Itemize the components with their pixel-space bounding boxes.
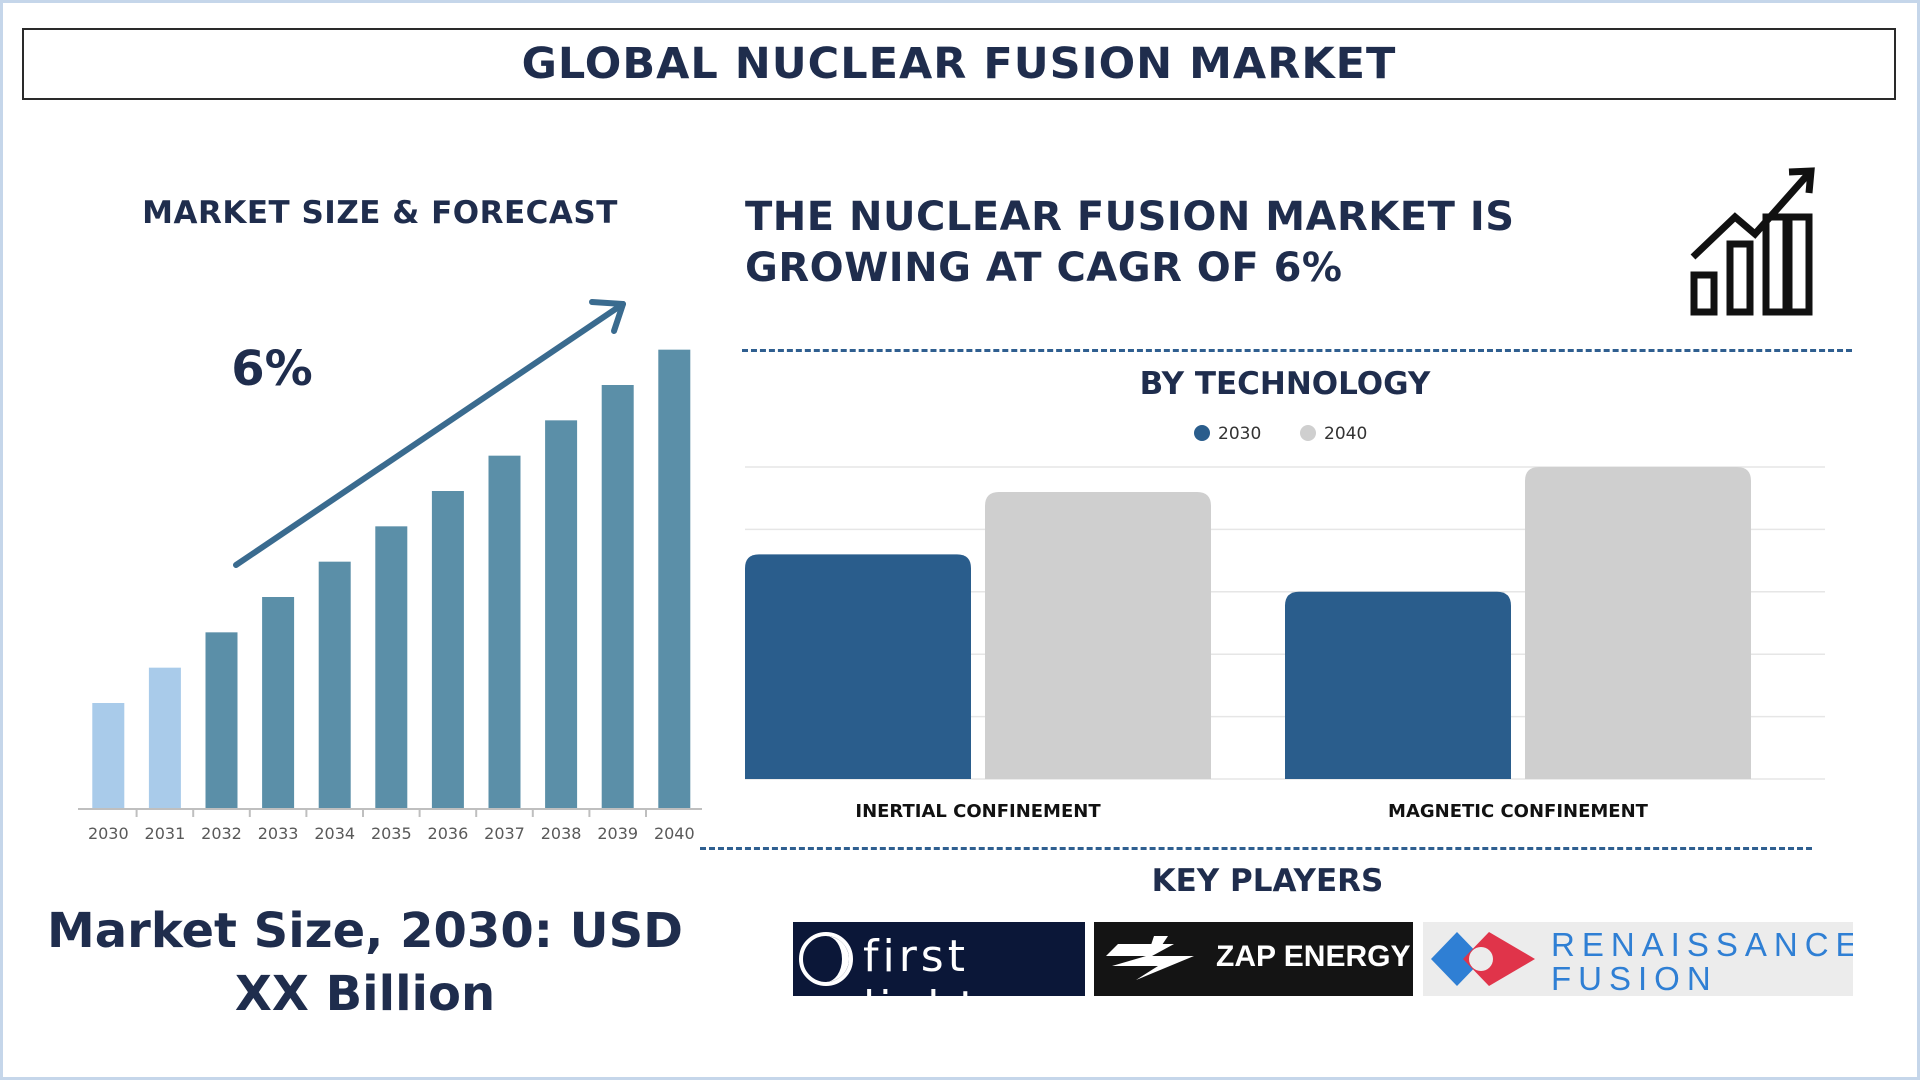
- renaissance-name-line2: FUSION: [1551, 960, 1718, 996]
- legend-marker-2040: [1300, 425, 1316, 441]
- divider-bottom: [700, 847, 1812, 850]
- forecast-tick-label-2037: 2037: [484, 824, 525, 843]
- forecast-bar-2040: [658, 349, 691, 809]
- legend-label-2030: 2030: [1218, 424, 1261, 444]
- legend-label-2040: 2040: [1324, 424, 1367, 444]
- market-size-line1: Market Size, 2030: USD: [46, 903, 684, 959]
- forecast-tick-label-2032: 2032: [201, 824, 242, 843]
- forecast-tick-label-2035: 2035: [371, 824, 412, 843]
- forecast-tick-label-2034: 2034: [314, 824, 355, 843]
- forecast-chart: 2030 2031 2032 2033 2034 2035 2036 2037 2038 2039…: [78, 299, 702, 843]
- zap-energy-name: ZAP ENERGY: [1216, 940, 1411, 973]
- forecast-tick-label-2040: 2040: [654, 824, 695, 843]
- cagr-line1: THE NUCLEAR FUSION MARKET IS: [745, 194, 1515, 240]
- cagr-line2: GROWING AT CAGR OF 6%: [745, 245, 1343, 291]
- market-size-text: Market Size, 2030: USD XX Billion: [40, 900, 690, 1026]
- legend-marker-2030: [1194, 425, 1210, 441]
- renaissance-fusion-mark: [1431, 932, 1535, 986]
- tech-category-label: MAGNETIC CONFINEMENT: [1388, 801, 1649, 822]
- forecast-bar-2033: [262, 597, 295, 809]
- forecast-tick-label-2031: 2031: [145, 824, 186, 843]
- forecast-tick-label-2039: 2039: [597, 824, 638, 843]
- first-light-mark: [799, 932, 853, 986]
- forecast-tick-label-2030: 2030: [88, 824, 129, 843]
- first-light-name: first light: [863, 931, 977, 996]
- forecast-bar-2031: [148, 667, 181, 809]
- forecast-bar-2030: [92, 703, 125, 809]
- forecast-bar-2035: [375, 526, 408, 809]
- forecast-heading: MARKET SIZE & FORECAST: [142, 195, 618, 231]
- technology-chart: 2030 2040 INERTIAL CONFINEMENT MAGNETIC CO…: [745, 424, 1825, 822]
- forecast-tick-label-2036: 2036: [428, 824, 469, 843]
- renaissance-fusion-logo: RENAISSANCE FUSION: [1423, 922, 1853, 996]
- forecast-bar-2032: [205, 632, 238, 809]
- growth-chart-icon: [1690, 167, 1815, 316]
- forecast-bar-2034: [318, 561, 351, 809]
- forecast-tick-label-2038: 2038: [541, 824, 582, 843]
- tech-category-label: INERTIAL CONFINEMENT: [855, 801, 1101, 822]
- forecast-bar-2038: [545, 420, 578, 809]
- forecast-cagr-label: 6%: [231, 341, 313, 397]
- growth-arrow-head: [589, 299, 626, 334]
- growth-arrow: [233, 301, 626, 568]
- cagr-headline: THE NUCLEAR FUSION MARKET IS GROWING AT …: [745, 192, 1645, 294]
- tech-bar-2040-inertial-confinement: [985, 491, 1211, 779]
- forecast-bar-2039: [601, 385, 634, 809]
- tech-bar-2030-inertial-confinement: [745, 554, 971, 779]
- first-light-logo: first light: [793, 922, 1085, 996]
- technology-heading: BY TECHNOLOGY: [1139, 366, 1431, 402]
- tech-bar-2030-magnetic-confinement: [1285, 591, 1511, 779]
- renaissance-name-line1: RENAISSANCE: [1551, 926, 1853, 963]
- title-box: GLOBAL NUCLEAR FUSION MARKET: [22, 28, 1896, 100]
- forecast-bar-2036: [431, 491, 464, 809]
- forecast-bar-2037: [488, 455, 521, 809]
- page-title: GLOBAL NUCLEAR FUSION MARKET: [521, 39, 1397, 89]
- zap-energy-mark: [1106, 936, 1194, 980]
- divider-top: [742, 349, 1852, 352]
- market-size-line2: XX Billion: [234, 966, 496, 1022]
- zap-energy-logo: ZAP ENERGY: [1094, 922, 1413, 996]
- forecast-tick-label-2033: 2033: [258, 824, 299, 843]
- tech-bar-2040-magnetic-confinement: [1525, 467, 1751, 779]
- key-players-heading: KEY PLAYERS: [1151, 863, 1384, 899]
